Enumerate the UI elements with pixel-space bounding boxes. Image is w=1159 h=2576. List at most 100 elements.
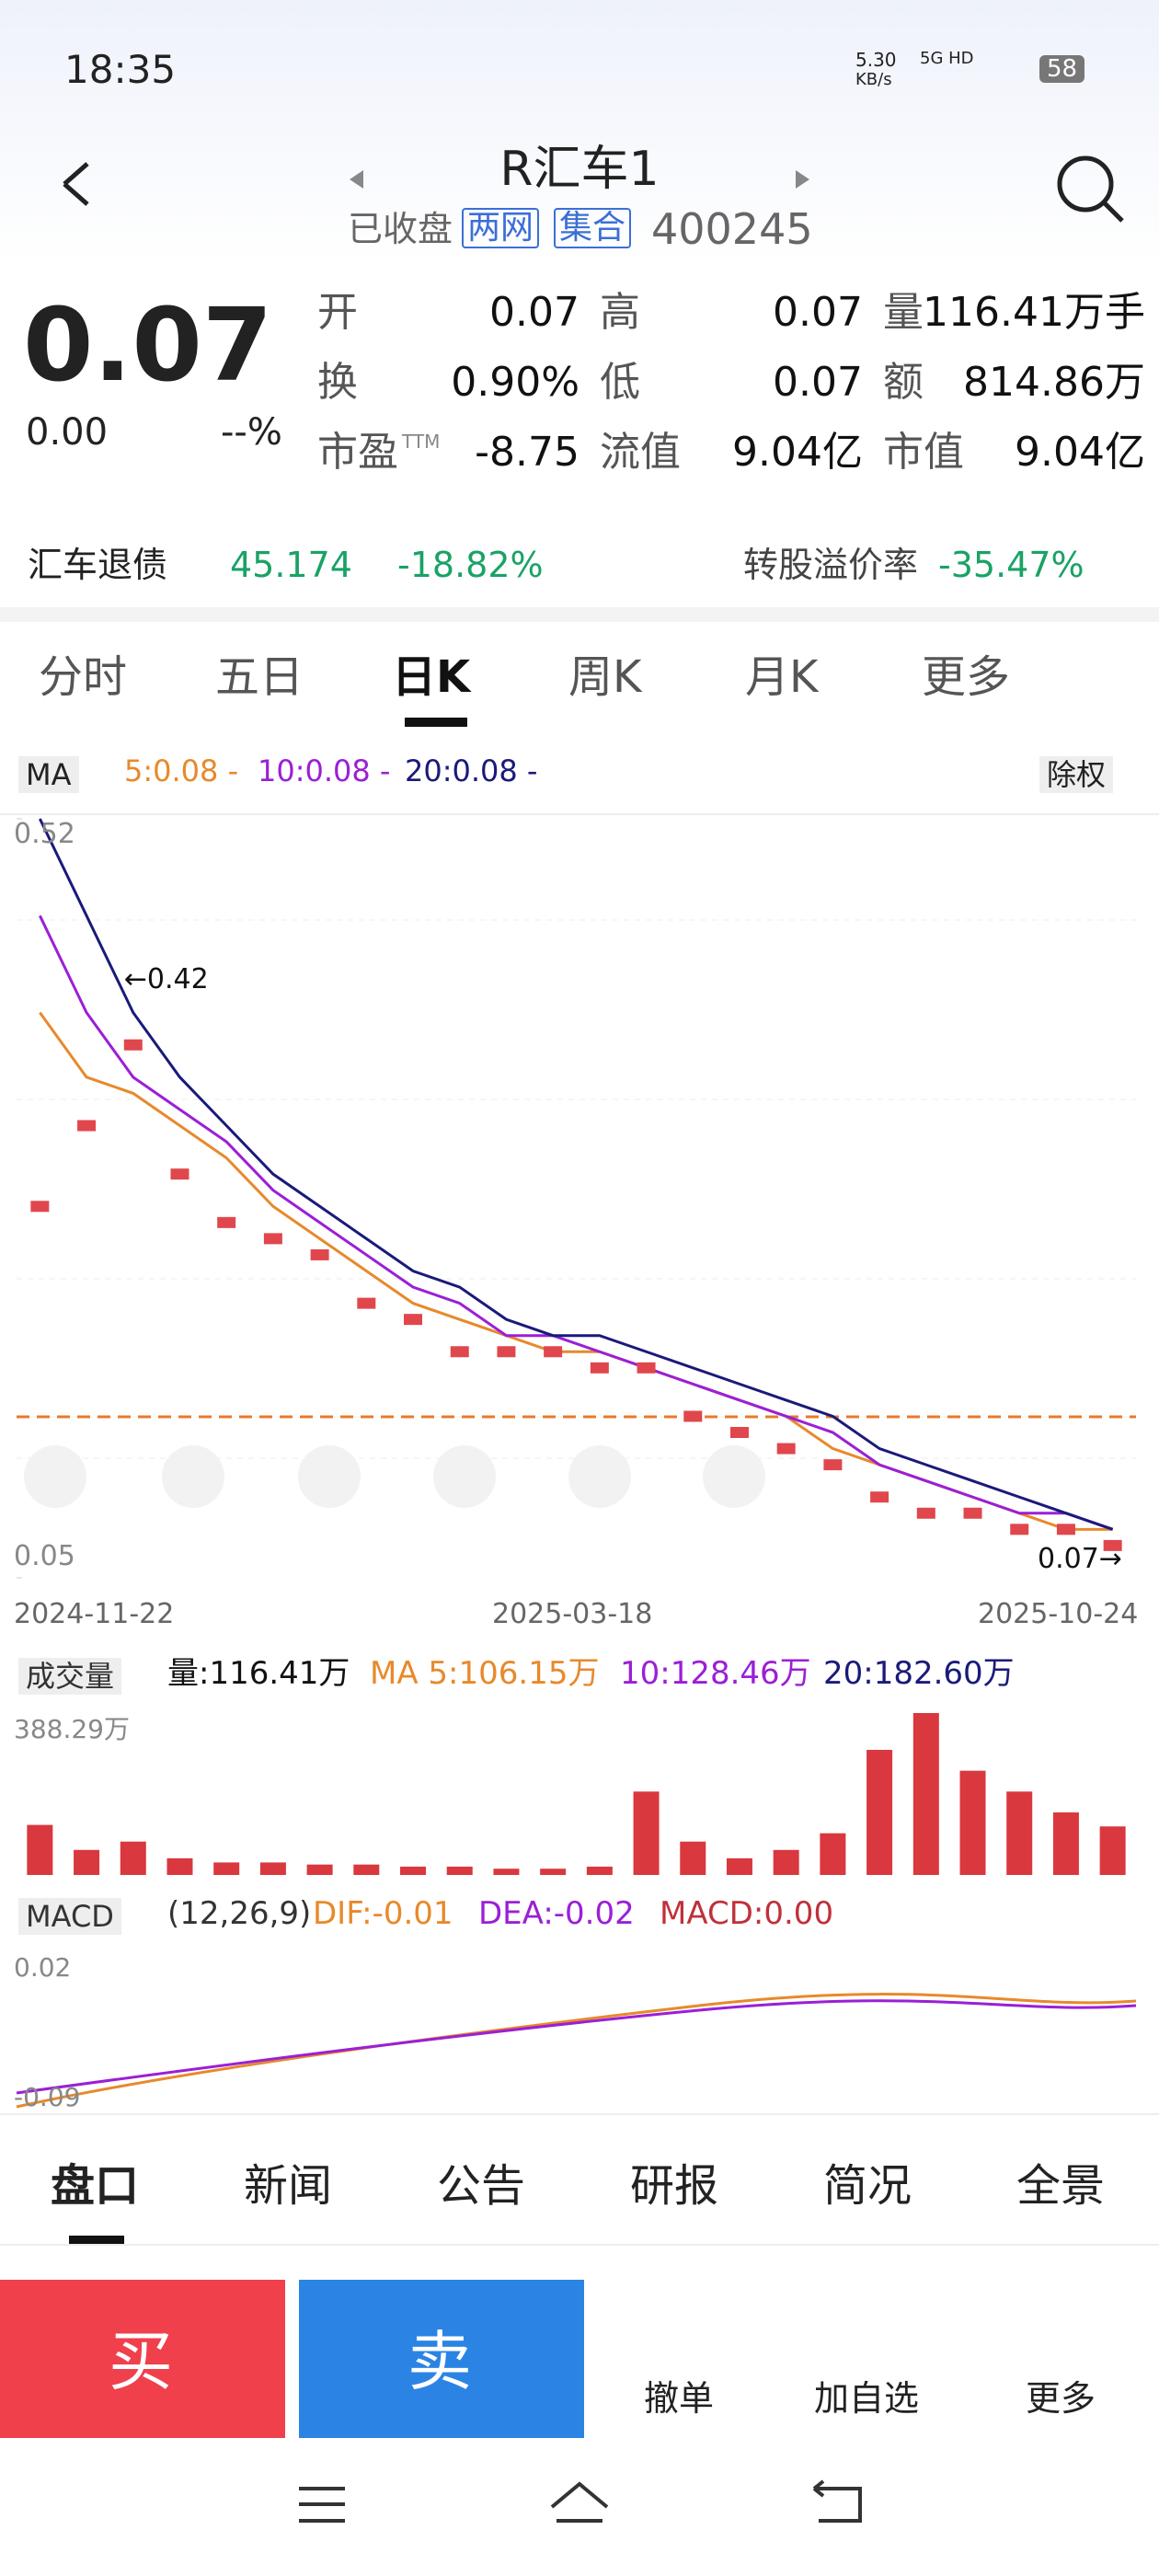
field-label: 额 (883, 359, 924, 406)
volume-bar (820, 1833, 846, 1875)
candle (963, 1507, 982, 1519)
top-background (0, 0, 1159, 267)
period-tab[interactable]: 分时 (39, 651, 128, 703)
candle (1103, 1539, 1122, 1551)
candle (683, 1410, 703, 1422)
field-label: 市盈 (317, 429, 398, 476)
period-tab[interactable]: 五日 (215, 651, 304, 703)
next-icon[interactable] (796, 170, 809, 189)
volume-bar (74, 1849, 100, 1875)
last-label: 0.07→ (1038, 1543, 1122, 1575)
bottom-tab[interactable]: 盘口 (51, 2160, 140, 2212)
nav-home[interactable] (550, 2481, 609, 2523)
nav-menu[interactable] (299, 2487, 345, 2523)
prev-icon[interactable] (350, 170, 363, 189)
change-pct: --% (221, 411, 282, 454)
macd-legend: DEA:-0.02 (478, 1895, 635, 1932)
action-item[interactable]: 更多 (1026, 2378, 1096, 2419)
macd-legend: (12,26,9) (167, 1895, 312, 1932)
candle (916, 1507, 935, 1519)
candle (123, 1039, 143, 1051)
candle (637, 1362, 656, 1374)
macd-bottom: -0.09 (14, 2082, 81, 2112)
toolbar-button (298, 1445, 361, 1508)
adjust-button[interactable]: 除权 (1039, 756, 1114, 793)
sell-button-bg[interactable] (299, 2280, 584, 2438)
volume-bar (353, 1864, 380, 1875)
back-icon[interactable] (63, 162, 89, 206)
candle (590, 1362, 609, 1374)
period-tab[interactable]: 日K (392, 651, 471, 703)
field-value: -8.75 (475, 429, 580, 476)
period-tab[interactable]: 更多 (922, 651, 1011, 703)
field-value: 116.41万手 (923, 289, 1145, 336)
bottom-tab[interactable]: 研报 (630, 2160, 719, 2212)
field-label: 换 (317, 359, 358, 406)
search-icon[interactable] (1057, 155, 1114, 213)
macd-selector[interactable]: MACD (18, 1898, 121, 1935)
nav-bar (299, 2479, 862, 2523)
tab-indicator (69, 2236, 124, 2245)
toolbar-button (24, 1445, 86, 1508)
nav-back[interactable] (812, 2479, 862, 2523)
field-value: 9.04亿 (732, 429, 863, 476)
price: 0.07 (23, 286, 273, 404)
battery: 58 (1039, 55, 1085, 83)
tag[interactable]: 两网 (462, 208, 540, 248)
volume-bar (493, 1869, 520, 1875)
period-tab[interactable]: 月K (745, 651, 819, 703)
volume-selector[interactable]: 成交量 (18, 1658, 122, 1695)
toolbar-button (703, 1445, 765, 1508)
volume-bar (1099, 1826, 1126, 1875)
bond-name: 汇车退债 (28, 545, 168, 585)
bottom-tab[interactable]: 简况 (823, 2160, 912, 2212)
bottom-tab[interactable]: 公告 (437, 2160, 526, 2212)
volume-bar (27, 1824, 53, 1875)
x-label: 2024-11-22 (14, 1598, 175, 1630)
volume-bar (1052, 1812, 1079, 1875)
tag[interactable]: 集合 (554, 208, 632, 248)
field-label: 开 (317, 289, 358, 336)
y-tick-label: 0.52 (14, 818, 75, 850)
sell-button[interactable]: 卖 (407, 2324, 472, 2399)
volume-bar (120, 1841, 146, 1875)
volume-bar (773, 1849, 799, 1875)
action-item[interactable]: 加自选 (814, 2378, 920, 2419)
volume-bar (586, 1866, 613, 1875)
period-tab[interactable]: 周K (568, 651, 642, 703)
network: 5G HD (920, 49, 974, 68)
charts (16, 818, 1137, 2109)
candle (729, 1427, 749, 1439)
legend-item: 5:0.08 - (124, 753, 239, 788)
field-value: 814.86万 (963, 359, 1145, 406)
candle (450, 1346, 469, 1358)
macd-curve (16, 1993, 1137, 2109)
ma-line (39, 818, 1114, 1531)
legend-item: 20:0.08 - (405, 753, 538, 788)
buy-button-bg[interactable] (0, 2280, 285, 2438)
volume-legend: 量:116.41万 (167, 1655, 350, 1692)
search-icon[interactable] (1102, 201, 1124, 223)
bottom-tab[interactable]: 全景 (1016, 2160, 1106, 2212)
high-label: ←0.42 (123, 962, 209, 995)
action-item[interactable]: 撤单 (644, 2378, 715, 2419)
legend-item: 10:0.08 - (258, 753, 391, 788)
volume-bar (633, 1791, 660, 1875)
ma-selector[interactable]: MA (18, 756, 79, 793)
tab-indicator (405, 718, 467, 727)
volume-bar (306, 1864, 333, 1875)
volume-legend: 10:128.46万 (620, 1655, 811, 1692)
bottom-tab[interactable]: 新闻 (244, 2160, 333, 2212)
volume-bar (726, 1857, 752, 1875)
candle (170, 1168, 189, 1180)
field-label: 低 (600, 359, 640, 406)
buy-button[interactable]: 买 (109, 2324, 173, 2399)
field-label: 市值 (883, 429, 964, 476)
macd-legend: DIF:-0.01 (313, 1895, 453, 1932)
volume-bar (1006, 1791, 1033, 1875)
field-label: 量 (883, 289, 924, 336)
candle (870, 1491, 889, 1503)
change: 0.00 (26, 411, 109, 454)
separator (0, 607, 1159, 622)
